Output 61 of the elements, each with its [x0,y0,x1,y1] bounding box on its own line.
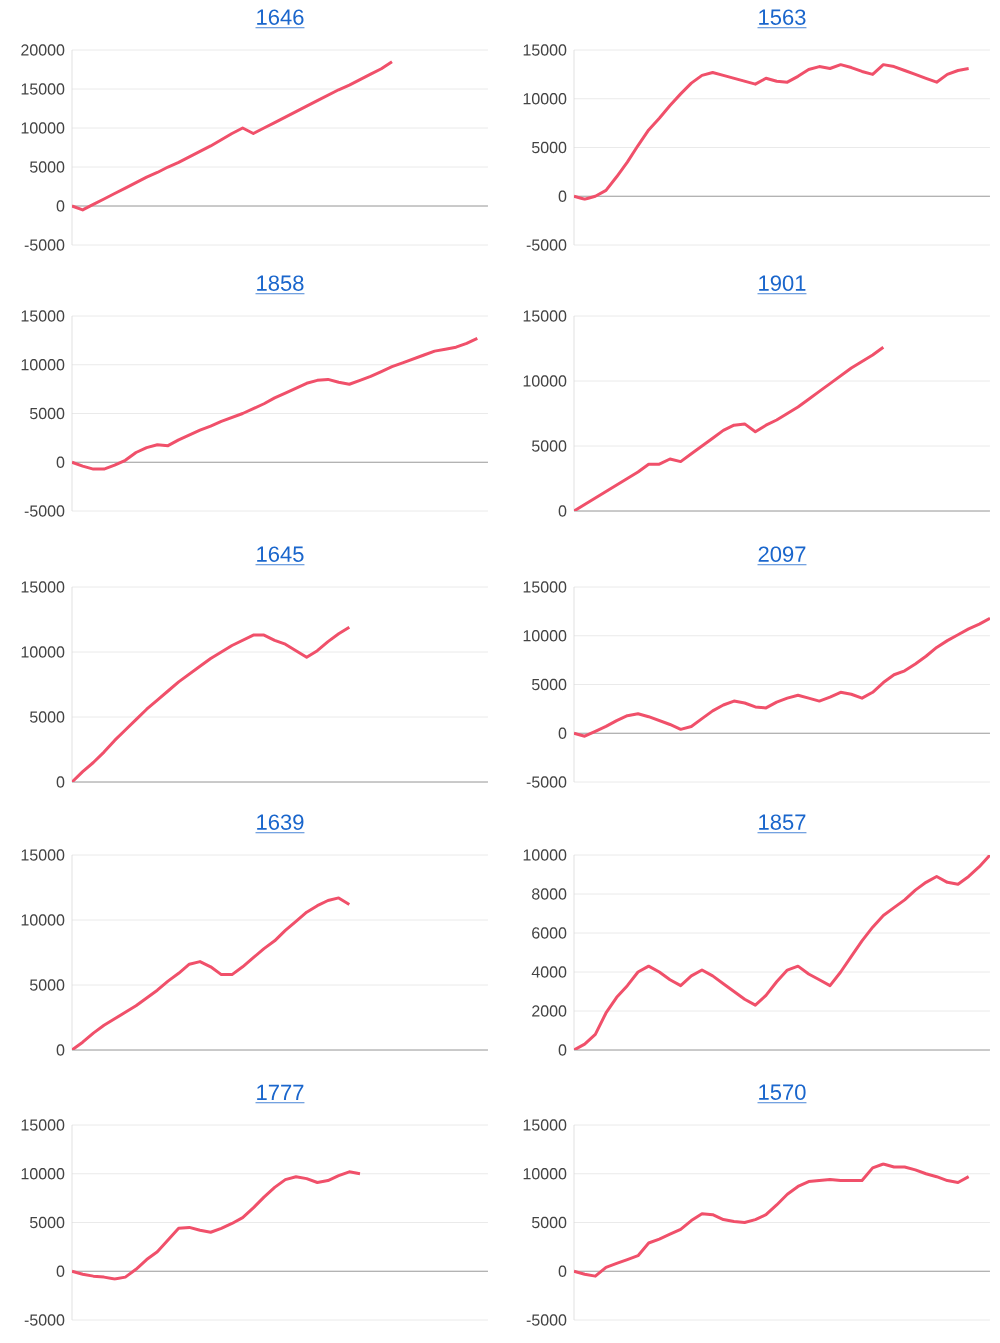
y-tick-label: 0 [558,505,567,517]
y-tick-label: -5000 [526,776,567,788]
y-tick-label: 5000 [29,161,65,173]
y-tick-label: 0 [558,190,567,202]
y-tick-label: 15000 [21,581,65,593]
y-tick-label: 5000 [29,407,65,420]
y-tick-label: 10000 [21,122,65,134]
chart-title: 1777 [257,1084,304,1100]
y-tick-label: 10000 [523,849,567,861]
y-tick-label: 5000 [531,678,567,691]
y-tick-label: 5000 [29,979,65,991]
y-tick-label: 10000 [21,646,65,658]
y-tick-label: 10000 [523,630,567,642]
y-tick-label: 15000 [21,310,65,322]
y-tick-label: 0 [558,1044,567,1056]
y-tick-label: 15000 [21,849,65,861]
y-tick-label: 0 [558,1265,567,1277]
y-tick-label: -5000 [24,1314,65,1326]
y-tick-label: 0 [56,200,65,212]
chart-title: 1646 [257,9,304,25]
y-tick-label: -5000 [24,239,65,251]
y-tick-label: 20000 [21,44,65,56]
chart-title: 2097 [758,546,806,562]
line-series [574,855,990,1051]
y-tick-label: 15000 [523,44,567,56]
y-tick-label: 6000 [532,927,567,939]
y-tick-label: 0 [56,776,65,788]
y-tick-label: 10000 [523,1168,567,1180]
y-tick-label: 5000 [29,1216,65,1229]
y-tick-label: 15000 [523,1119,567,1131]
y-tick-label: 10000 [21,359,65,371]
chart-title: 1563 [759,9,806,25]
y-tick-label: 10000 [523,375,567,387]
y-tick-label: 10000 [21,914,65,926]
chart-title: 1901 [759,275,806,291]
y-tick-label: -5000 [526,1314,567,1326]
y-tick-label: 5000 [531,440,567,452]
y-tick-label: 4000 [531,966,567,978]
y-tick-label: 15000 [523,310,567,322]
y-tick-label: 5000 [531,1216,567,1229]
y-tick-label: 0 [56,456,65,468]
y-tick-label: -5000 [24,505,65,517]
y-tick-label: 10000 [21,1168,65,1180]
y-tick-label: 15000 [21,1119,65,1131]
y-tick-label: -5000 [526,239,567,251]
chart-title: 1639 [257,814,304,830]
chart-title: 1858 [257,275,304,291]
chart-title: 1645 [257,546,304,562]
y-tick-label: 15000 [21,83,65,95]
y-tick-label: 5000 [531,141,567,154]
line-series [71,1170,362,1281]
y-tick-label: 15000 [523,581,567,593]
chart-title: 1570 [759,1084,806,1100]
chart-title: 1857 [759,814,806,830]
y-tick-label: 10000 [523,93,567,105]
y-tick-label: 0 [558,727,567,739]
y-tick-label: 0 [56,1265,65,1277]
y-tick-label: 8000 [532,888,567,900]
y-tick-label: 2000 [532,1005,567,1017]
y-tick-label: 0 [56,1044,65,1056]
y-tick-label: 5000 [29,711,65,723]
